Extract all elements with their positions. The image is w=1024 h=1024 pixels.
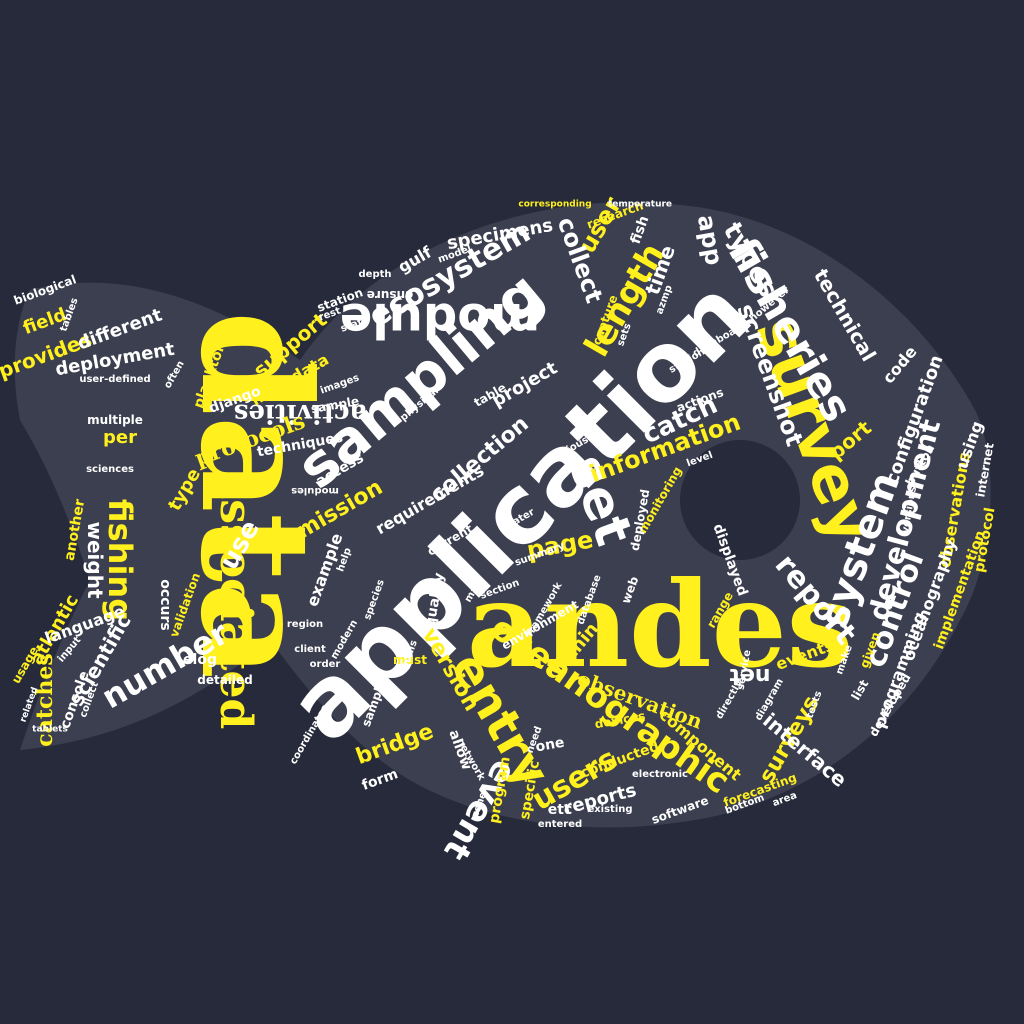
word-weight: weight: [83, 521, 107, 599]
word-modules: modules: [291, 485, 339, 496]
word-form: form: [359, 766, 401, 794]
word-etc: etc: [547, 802, 573, 818]
word-depth: depth: [358, 269, 392, 280]
word-ensure: ensure: [366, 288, 414, 302]
word-elog: elog: [183, 652, 217, 668]
word-code: code: [878, 342, 921, 388]
word-detailed: detailed: [197, 673, 253, 687]
word-per: per: [103, 427, 137, 448]
word-software: software: [649, 793, 711, 827]
word-entered: entered: [537, 819, 583, 830]
fish-body-shape: [14, 202, 991, 828]
word-associated: associated: [210, 470, 261, 730]
word-temperature: temperature: [607, 199, 673, 210]
word-sciences: sciences: [86, 464, 134, 475]
word-protocol: protocol: [971, 506, 999, 574]
word-order: order: [309, 659, 341, 670]
word-app: app: [691, 212, 729, 268]
word-tables: tables: [58, 296, 81, 334]
word-electronic: electronic: [632, 769, 688, 780]
word-user-defined: user-defined: [79, 374, 151, 385]
word-area: area: [771, 790, 799, 810]
word-region: region: [286, 619, 324, 630]
word-multiple: multiple: [87, 413, 143, 427]
word-client: client: [294, 644, 326, 655]
word-andes: andes: [466, 555, 854, 694]
word-corresponding: corresponding: [518, 199, 592, 210]
word-occurs: occurs: [157, 579, 173, 631]
word-existing: existing: [587, 804, 633, 815]
word-must: must: [393, 653, 427, 667]
word-tablets: tablets: [32, 724, 68, 735]
